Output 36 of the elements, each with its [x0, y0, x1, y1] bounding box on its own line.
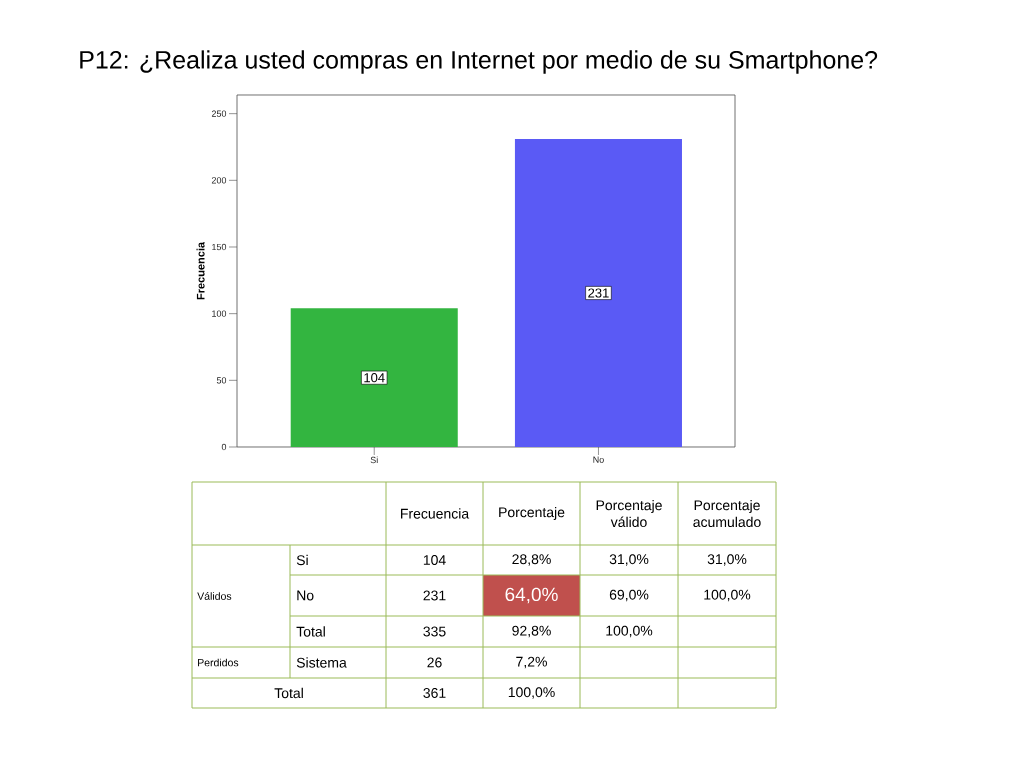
text: Frecuencia: [401, 508, 470, 519]
text: 92,8%: [512, 625, 551, 638]
text: 28,8%: [512, 554, 551, 566]
text: 100,0%: [606, 625, 653, 638]
text: Total: [296, 626, 325, 637]
y-tick-label: 250: [211, 110, 227, 117]
text: Perdidos: [198, 658, 239, 667]
text: Porcentaje: [499, 506, 565, 521]
text: 231: [423, 590, 446, 601]
text: 7,2%: [516, 656, 547, 669]
text: 31,0%: [609, 554, 649, 566]
text: 361: [423, 688, 446, 698]
y-tick-label: 50: [216, 377, 227, 384]
y-tick-label: 150: [212, 243, 227, 251]
text: 100,0%: [704, 589, 751, 602]
text: No: [297, 590, 314, 601]
text: Porcentaje acumulado: [693, 499, 761, 528]
y-tick-label: 0: [221, 443, 227, 451]
y-axis-title: Frecuencia: [196, 241, 205, 300]
data-label: 104: [364, 373, 385, 383]
text: Si: [296, 554, 308, 566]
text: Total: [274, 687, 303, 699]
text: 335: [423, 626, 446, 637]
data-label: 231: [588, 288, 609, 298]
text: 26: [427, 657, 442, 668]
text: Porcentaje válido: [596, 499, 662, 528]
chart-title: P12: ¿Realiza usted compras en Internet por medio de su Smartphone?: [80, 50, 878, 74]
text: 100,0%: [508, 687, 555, 699]
text: Válidos: [197, 592, 232, 600]
text: 69,0%: [609, 589, 649, 602]
text: 64,0%: [505, 587, 558, 604]
y-tick-label: 100: [212, 310, 227, 317]
text: 104: [423, 555, 446, 565]
text: Sistema: [296, 657, 347, 668]
text: 31,0%: [707, 554, 747, 566]
y-tick-label: 200: [211, 177, 227, 184]
